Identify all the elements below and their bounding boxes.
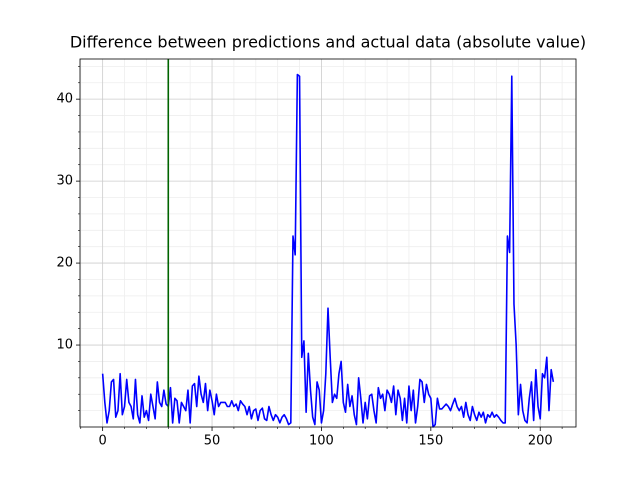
y-tick-label: 10: [56, 338, 73, 353]
x-tick-label: 150: [418, 434, 443, 449]
data-line: [101, 73, 555, 428]
y-tick-label: 20: [56, 256, 73, 271]
x-tick-label: 0: [99, 434, 107, 449]
chart-title: Difference between predictions and actua…: [70, 33, 586, 52]
axes-frame: [79, 58, 577, 428]
y-tick-label: 30: [56, 174, 73, 189]
y-tick-label: 40: [56, 92, 73, 107]
x-tick-label: 100: [309, 434, 334, 449]
x-tick-label: 50: [204, 434, 221, 449]
x-tick-label: 200: [528, 434, 553, 449]
